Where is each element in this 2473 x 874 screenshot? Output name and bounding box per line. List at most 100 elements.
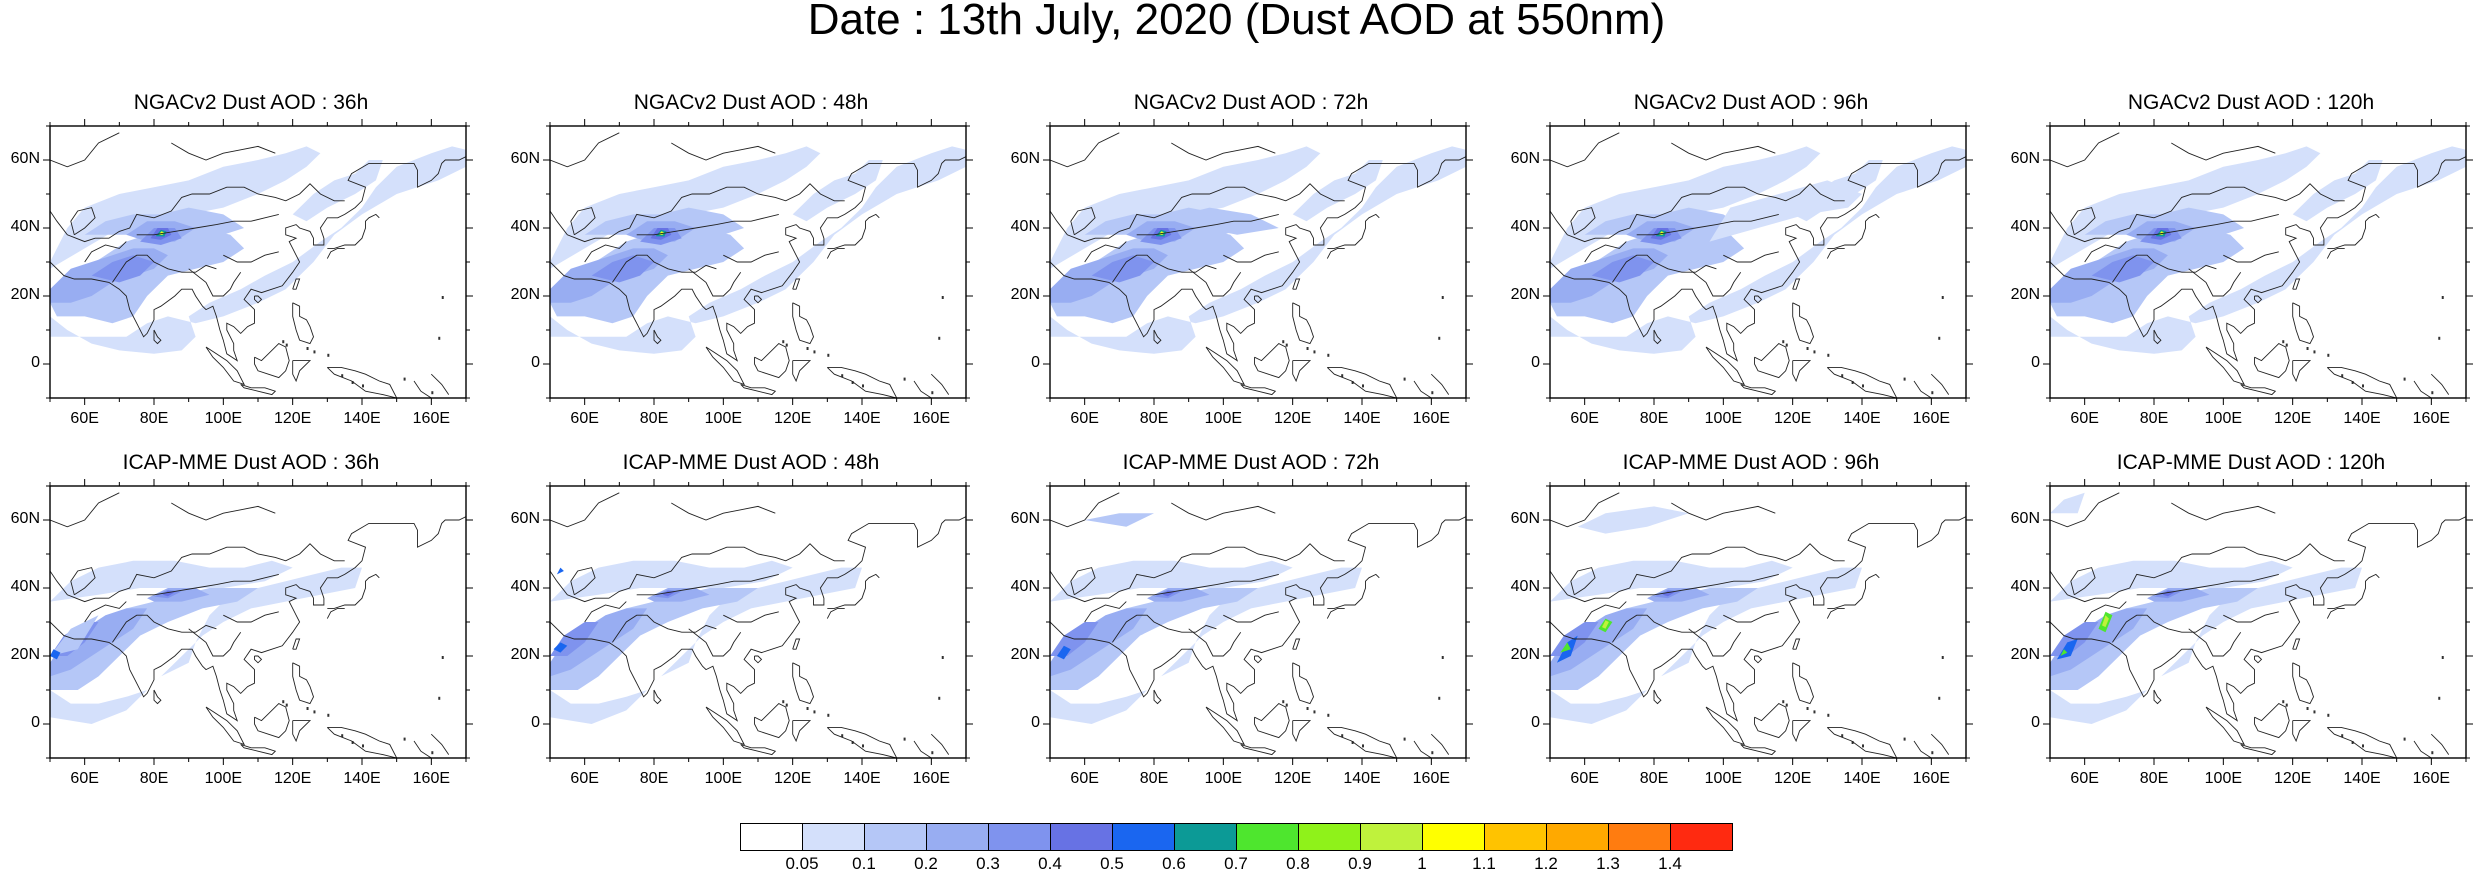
coastline	[1050, 183, 1345, 243]
island-marker	[1931, 751, 1934, 755]
island-marker	[2341, 734, 2344, 738]
lat-label: 0	[531, 354, 540, 371]
coastline	[2050, 543, 2345, 603]
island-marker	[1441, 656, 1444, 659]
lat-label: 20N	[10, 646, 40, 663]
coastline	[1930, 373, 1950, 395]
coastline	[1188, 268, 1242, 297]
coastline	[1826, 247, 1845, 259]
coastline	[792, 360, 812, 383]
island-marker	[1941, 656, 1944, 659]
panel-title: ICAP-MME Dust AOD : 96h	[1622, 451, 1880, 474]
coastline	[2413, 380, 2432, 398]
lon-label: 120E	[2273, 770, 2312, 787]
dust-aod-map	[1543, 119, 1973, 405]
colorbar-swatch	[988, 823, 1051, 851]
coastline	[2240, 383, 2277, 396]
coastline	[1430, 733, 1450, 755]
coastline	[292, 278, 301, 290]
coastline	[1723, 251, 1779, 263]
coastline	[570, 567, 596, 596]
map-panel: NGACv2 Dust AOD : 96h 60N 40N 20N 0 60E 80E 100…	[1500, 90, 1990, 450]
map-panel: NGACv2 Dust AOD : 120h 60N 40N 20N 0 60E 80E 10…	[2000, 90, 2473, 450]
coastline	[705, 346, 745, 386]
coastline	[2327, 213, 2380, 249]
island-marker	[351, 741, 354, 744]
island-marker	[1938, 336, 1941, 340]
coastline	[136, 213, 279, 236]
coastline	[2292, 720, 2312, 743]
dust-aod-map	[43, 119, 473, 405]
dust-aod-region	[550, 228, 745, 324]
lon-label: 80E	[139, 770, 169, 787]
dust-aod-region	[147, 588, 210, 602]
island-marker	[2285, 343, 2288, 347]
colorbar-label: 0.2	[914, 854, 938, 873]
lon-label: 60E	[570, 770, 599, 787]
coastline	[754, 655, 763, 664]
coastline	[240, 383, 277, 396]
lat-label: 60N	[1010, 150, 1040, 167]
coastline	[240, 743, 277, 756]
colorbar-label: 1	[1417, 854, 1427, 873]
colorbar-label: 0.6	[1162, 854, 1186, 873]
coastline	[188, 628, 242, 657]
coastline	[1153, 689, 1162, 705]
island-marker	[1806, 347, 1809, 350]
island-marker	[1841, 374, 1844, 378]
colorbar-swatch	[1174, 823, 1237, 851]
coastline	[723, 251, 779, 263]
colorbar-label: 1.4	[1658, 854, 1682, 873]
panel-title: NGACv2 Dust AOD : 72h	[1133, 91, 1369, 114]
dust-aod-region	[1577, 506, 1689, 534]
coastline	[2292, 360, 2312, 383]
coastline	[1792, 662, 1814, 705]
island-marker	[438, 696, 441, 700]
coastline	[1254, 655, 1263, 664]
coastline	[1254, 343, 1290, 379]
island-marker	[851, 381, 854, 384]
coastline	[1584, 241, 1627, 263]
coastline	[326, 366, 398, 398]
colorbar-label: 0.8	[1286, 854, 1310, 873]
lon-label: 160E	[2412, 770, 2451, 787]
lat-label: 60N	[1510, 510, 1540, 527]
coastline	[671, 142, 776, 161]
island-marker	[2362, 744, 2364, 748]
lon-label: 140E	[1843, 410, 1881, 427]
coastline	[1792, 720, 1812, 743]
colorbar-label: 0.3	[976, 854, 1000, 873]
dust-aod-region	[2050, 228, 2245, 324]
lat-label: 40N	[1510, 578, 1540, 595]
island-marker	[2313, 710, 2316, 714]
island-marker	[827, 353, 830, 357]
coastline	[50, 516, 466, 722]
coastline	[2084, 601, 2127, 623]
island-marker	[1841, 734, 1844, 738]
coastline	[792, 302, 814, 345]
dust-aod-region	[550, 608, 648, 677]
lon-label: 80E	[639, 410, 669, 427]
lon-label: 120E	[1773, 410, 1812, 427]
dust-aod-region	[2102, 615, 2109, 628]
dust-aod-region	[1560, 642, 1571, 653]
coastline	[153, 329, 162, 345]
lat-label: 20N	[10, 286, 40, 303]
island-marker	[351, 381, 354, 384]
coastline	[1930, 733, 1950, 755]
lat-label: 60N	[2010, 510, 2040, 527]
island-marker	[782, 340, 785, 344]
coastline	[112, 254, 217, 283]
island-marker	[1851, 381, 1854, 384]
coastline	[2254, 295, 2263, 304]
colorbar-swatch	[926, 823, 989, 851]
coastline	[653, 689, 662, 705]
island-marker	[1938, 696, 1941, 700]
dust-aod-map	[1043, 119, 1473, 405]
coastline	[827, 573, 880, 609]
lon-label: 80E	[1139, 410, 1169, 427]
coastline	[1740, 383, 1777, 396]
island-marker	[1931, 391, 1934, 395]
lon-label: 140E	[1343, 770, 1381, 787]
island-marker	[903, 737, 906, 741]
